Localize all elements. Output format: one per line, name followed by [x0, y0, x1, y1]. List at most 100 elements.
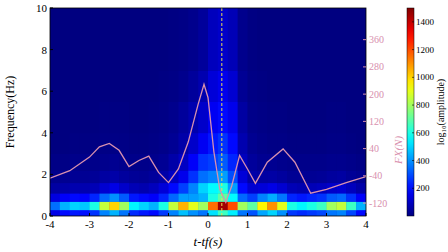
heat-cell	[80, 193, 90, 202]
heat-cell	[129, 154, 139, 171]
heat-cell	[257, 193, 267, 202]
x-tick	[247, 213, 248, 216]
heat-cell	[80, 70, 90, 102]
heat-cell	[70, 170, 80, 183]
heat-cell	[70, 70, 80, 102]
heat-cell	[346, 133, 356, 154]
heat-cell	[70, 210, 80, 216]
heat-cell	[109, 193, 119, 202]
heat-cell	[267, 8, 277, 71]
heat-cell	[60, 193, 70, 202]
heat-cell	[287, 102, 297, 134]
heat-cell	[198, 133, 208, 154]
chart: -4-3-2-1012340246810-120-404012020028036…	[0, 0, 448, 252]
heat-cell	[169, 8, 179, 71]
colorbar-tick-label: 800	[416, 100, 430, 110]
heat-cell	[139, 170, 149, 183]
heat-cell	[80, 183, 90, 194]
heat-cell	[50, 183, 60, 194]
heat-cell	[90, 201, 100, 210]
heat-cell	[257, 154, 267, 171]
heat-cell	[218, 201, 228, 210]
heat-cell	[238, 201, 248, 210]
heat-cell	[80, 133, 90, 154]
heat-cell	[119, 102, 129, 134]
heat-cell	[159, 8, 169, 71]
heat-cell	[129, 210, 139, 216]
colorbar-title: log₁₀(amplitude)	[435, 79, 447, 145]
y2-tick-label: 360	[369, 34, 384, 45]
heat-cell	[346, 8, 356, 71]
heat-cell	[327, 70, 337, 102]
x-tick	[89, 213, 90, 216]
heat-cell	[99, 193, 109, 202]
heat-cell	[356, 183, 366, 194]
heat-cell	[188, 193, 198, 202]
y2-tick	[363, 203, 366, 204]
heat-cell	[139, 8, 149, 71]
heat-cell	[90, 133, 100, 154]
heat-cell	[119, 70, 129, 102]
heat-cell	[336, 133, 346, 154]
heat-cell	[346, 193, 356, 202]
y2-tick	[363, 39, 366, 40]
y2-tick	[363, 121, 366, 122]
heat-cell	[198, 201, 208, 210]
heat-cell	[149, 210, 159, 216]
heat-cell	[198, 210, 208, 216]
heat-cell	[178, 8, 188, 71]
heat-cell	[90, 70, 100, 102]
heat-cell	[109, 183, 119, 194]
heat-cell	[119, 193, 129, 202]
heat-cell	[99, 210, 109, 216]
heat-cell	[238, 210, 248, 216]
heat-cell	[60, 201, 70, 210]
heat-cell	[169, 193, 179, 202]
heat-cell	[178, 170, 188, 183]
heat-cell	[139, 210, 149, 216]
heat-cell	[188, 210, 198, 216]
heat-cell	[50, 102, 60, 134]
x-tick-label: 3	[324, 218, 330, 230]
heat-cell	[228, 133, 238, 154]
y2-tick-label: -120	[369, 198, 387, 209]
heat-cell	[119, 210, 129, 216]
colorbar-tick	[412, 160, 414, 161]
heat-cell	[257, 183, 267, 194]
heat-cell	[287, 170, 297, 183]
heat-cell	[109, 210, 119, 216]
heat-cell	[178, 193, 188, 202]
heat-cell	[188, 170, 198, 183]
heat-cell	[327, 201, 337, 210]
y-tick	[50, 49, 53, 50]
heat-cell	[267, 183, 277, 194]
heat-cell	[70, 102, 80, 134]
heat-cell	[356, 102, 366, 134]
y2-tick-label: 40	[369, 143, 379, 154]
x-tick	[326, 213, 327, 216]
heat-cell	[297, 102, 307, 134]
heat-cell	[356, 133, 366, 154]
heat-cell	[60, 102, 70, 134]
heat-cell	[208, 210, 218, 216]
colorbar-tick-label: 1200	[416, 45, 435, 55]
heat-cell	[228, 201, 238, 210]
heat-cell	[129, 193, 139, 202]
heat-cell	[119, 133, 129, 154]
heat-cell	[356, 70, 366, 102]
y-tick	[50, 8, 53, 9]
heat-cell	[178, 70, 188, 102]
heat-cell	[228, 102, 238, 134]
force-line	[50, 84, 366, 202]
heat-cell	[248, 102, 258, 134]
heat-cell	[248, 70, 258, 102]
heat-cell	[317, 154, 327, 171]
heat-cell	[208, 201, 218, 210]
heat-cell	[139, 193, 149, 202]
heat-cell	[149, 70, 159, 102]
y2-tick-label: 280	[369, 61, 384, 72]
heat-cell	[109, 154, 119, 171]
heat-cell	[70, 183, 80, 194]
y-tick-label: 6	[42, 85, 48, 97]
heat-cell	[70, 201, 80, 210]
